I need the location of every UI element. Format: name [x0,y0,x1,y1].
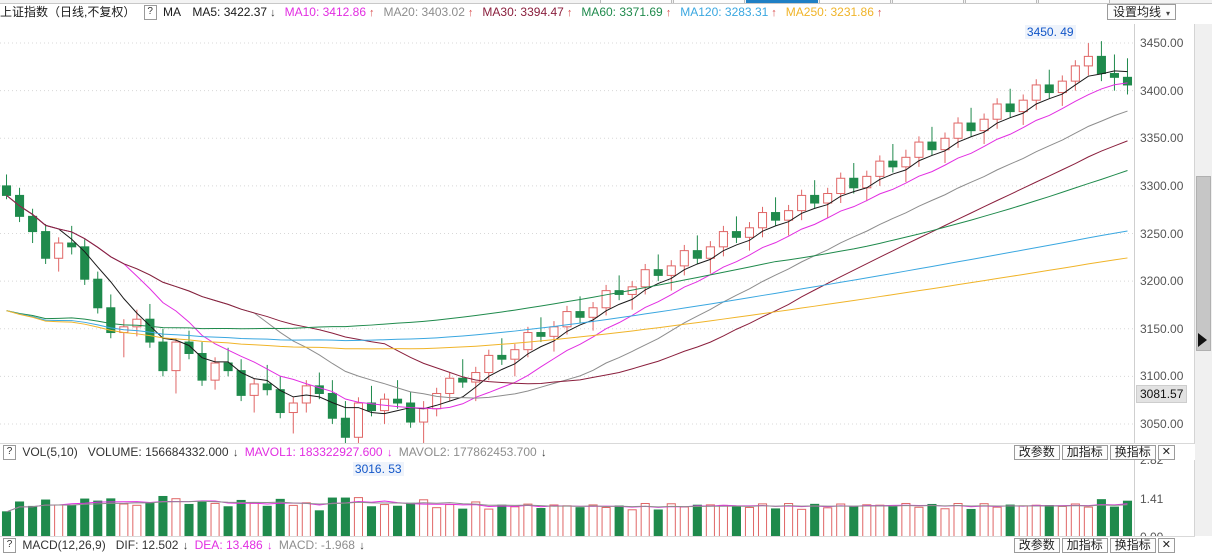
ma-entry-ma10: MA10: 3412.86 [284,5,366,19]
price-tick-3: 3300.00 [1140,178,1184,193]
window-tab-1[interactable] [673,0,745,3]
ma-group-label: MA [163,5,182,19]
dif-value: 12.502 [141,538,179,552]
macd-panel-button-1[interactable]: 加指标 [1061,538,1108,553]
ma-entry-ma30: MA30: 3394.47 [482,5,564,19]
macd-help-icon[interactable]: ? [3,538,16,553]
volume-panel-button-2[interactable]: 换指标 [1109,445,1156,460]
ma-entry-ma120: MA120: 3283.31 [680,5,769,19]
ma-arrow-ma250-icon: ↑ [876,7,883,19]
current-price-marker: 3081.57 [1136,384,1188,403]
window-tab-6[interactable] [1038,0,1110,3]
volume-panel-buttons[interactable]: 改参数 加指标 换指标 ✕ [1012,445,1175,460]
vertical-scrollbar[interactable] [1194,24,1212,536]
chevron-down-icon: ▾ [1165,9,1170,18]
window-tab-strip[interactable] [0,0,1212,4]
mavol1-label: MAVOL1: [244,445,296,459]
mavol2-arrow-icon: ↓ [541,447,547,459]
volume-panel-button-3[interactable]: ✕ [1157,445,1175,460]
low-price-annotation: 3016. 53 [352,462,404,477]
volume-bars-svg [1,495,1133,537]
volume-chart-panel[interactable]: ? VOL(5,10) VOLUME: 156684332.000 ↓ MAVO… [0,443,1196,544]
set-ma-button[interactable]: 设置均线 ▾ [1106,4,1176,20]
window-tab-5[interactable] [965,0,1037,3]
price-tick-2: 3350.00 [1140,131,1184,146]
ma-line-ma60 [6,169,1128,330]
volume-arrow-icon: ↓ [232,447,239,459]
ma-entry-ma250: MA250: 3231.86 [785,5,874,19]
macd-value: -1.968 [320,538,355,552]
price-chart-panel[interactable]: 3450.00 3400.00 3350.00 3300.00 3250.00 3200.… [0,24,1196,477]
window-tab-3[interactable] [819,0,891,3]
window-tab-2[interactable] [746,0,818,3]
price-tick-8: 3050.00 [1140,416,1184,431]
price-axis: 3450.00 3400.00 3350.00 3300.00 3250.00 3200.… [1134,24,1196,443]
price-tick-7: 3100.00 [1140,369,1184,384]
dea-value: 13.486 [226,538,263,552]
ma-arrow-ma10-icon: ↑ [369,7,375,19]
macd-indicator-header: ? MACD(12,26,9) DIF: 12.502 ↓ DEA: 13.48… [0,537,1195,553]
macd-panel-button-0[interactable]: 改参数 [1013,538,1060,553]
price-plot-area[interactable] [0,24,1134,443]
dea-arrow-icon: ↓ [267,540,273,552]
ma-arrow-ma5-icon: ↓ [270,7,276,19]
ma-values-list: MA5: 3422.37 ↓ MA10: 3412.86 ↑ MA20: 3403.02… [186,5,885,19]
volume-panel-button-1[interactable]: 加指标 [1061,445,1108,460]
ma-entry-ma60: MA60: 3371.69 [581,5,663,19]
ma-entry-ma5: MA5: 3422.37 [192,5,268,19]
macd-chart-panel[interactable]: ? MACD(12,26,9) DIF: 12.502 ↓ DEA: 13.48… [0,536,1195,553]
volume-panel-button-0[interactable]: 改参数 [1013,445,1060,460]
price-tick-4: 3250.00 [1140,226,1184,241]
high-price-annotation: 3450. 49 [1024,25,1076,40]
ma-line-ma30 [6,140,1128,385]
mavol2-label: MAVOL2: [398,445,450,459]
ma-arrow-ma30-icon: ↑ [566,7,573,19]
volume-tick-1: 1.41 [1140,491,1164,506]
set-ma-button-label: 设置均线 [1112,5,1161,19]
ma-entry-ma20: MA20: 3403.02 [383,5,465,19]
volume-label: VOLUME: [87,445,142,459]
price-tick-6: 3150.00 [1140,321,1184,336]
dif-arrow-icon: ↓ [182,540,189,552]
volume-indicator-header: ? VOL(5,10) VOLUME: 156684332.000 ↓ MAVO… [0,444,1195,461]
volume-value: 156684332.000 [145,445,229,459]
volume-plot-area[interactable] [0,460,1134,537]
scroll-cursor-icon [1198,333,1207,347]
candlestick-svg [0,41,1134,443]
ma-line-ma120 [6,230,1128,342]
macd-panel-button-2[interactable]: 换指标 [1109,538,1156,553]
macd-panel-buttons[interactable]: 改参数 加指标 换指标 ✕ [1012,538,1175,553]
ma-arrow-ma120-icon: ↑ [771,7,777,19]
macd-indicator-name: MACD(12,26,9) [22,538,106,552]
ma-line-ma5 [6,70,1128,415]
price-tick-1: 3400.00 [1140,83,1184,98]
dea-label: DEA: [194,538,223,552]
volume-indicator-name: VOL(5,10) [22,445,78,459]
instrument-title: 上证指数（日线,不复权） [0,5,136,19]
help-icon[interactable]: ? [143,5,157,21]
mavol1-value: 183322927.600 [299,445,383,459]
price-tick-0: 3450.00 [1140,36,1184,51]
mavol2-value: 177862453.700 [453,445,537,459]
scrollbar-thumb[interactable] [1196,176,1211,351]
mavol1-arrow-icon: ↓ [386,447,393,459]
volume-help-icon[interactable]: ? [3,445,16,461]
macd-label: MACD: [278,538,318,552]
ma-line-ma10 [6,82,1128,410]
macd-arrow-icon: ↓ [359,540,365,552]
ma-arrow-ma60-icon: ↑ [665,7,672,19]
ma-line-ma250 [6,257,1128,350]
window-tab-0[interactable] [600,0,672,3]
dif-label: DIF: [115,538,139,552]
ma-arrow-ma20-icon: ↑ [467,7,474,19]
ma-legend-header: 上证指数（日线,不复权） ? MA MA5: 3422.37 ↓ MA10: 341… [0,4,1212,21]
price-tick-5: 3200.00 [1140,274,1184,289]
window-tab-4[interactable] [892,0,964,3]
macd-panel-button-3[interactable]: ✕ [1157,538,1175,553]
